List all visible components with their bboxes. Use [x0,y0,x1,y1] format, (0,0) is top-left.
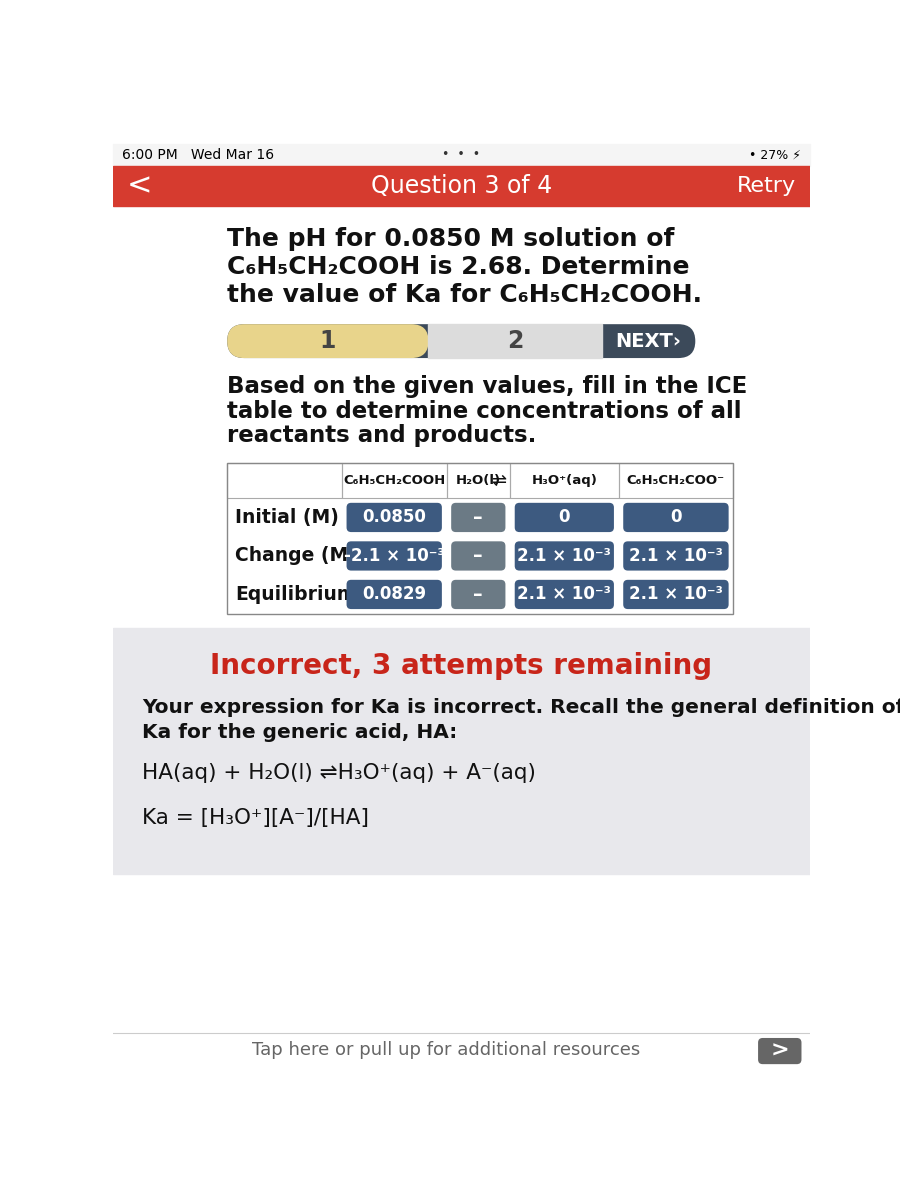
Bar [227,575,342,613]
Text: Tap here or pull up for additional resources: Tap here or pull up for additional resou… [252,1042,640,1060]
Text: table to determine concentrations of all: table to determine concentrations of all [227,400,742,422]
Bar [112,628,810,874]
Bar [618,463,734,498]
Text: the value of Ka for C₆H₅CH₂COOH.: the value of Ka for C₆H₅CH₂COOH. [227,282,702,306]
Text: Question 3 of 4: Question 3 of 4 [371,174,552,198]
Text: Change (M): Change (M) [235,546,356,565]
FancyBboxPatch shape [346,503,442,532]
FancyBboxPatch shape [451,503,506,532]
Bar [618,536,734,575]
Bar [227,498,342,536]
Text: 2.1 × 10⁻³: 2.1 × 10⁻³ [518,586,611,604]
FancyBboxPatch shape [346,580,442,610]
FancyBboxPatch shape [451,541,506,570]
FancyBboxPatch shape [227,324,696,358]
Bar [227,463,734,613]
Text: 0.0850: 0.0850 [363,509,427,527]
FancyBboxPatch shape [623,580,729,610]
Text: Incorrect, 3 attempts remaining: Incorrect, 3 attempts remaining [211,653,712,680]
FancyBboxPatch shape [623,503,729,532]
Bar [510,536,618,575]
Bar [342,498,446,536]
Text: reactants and products.: reactants and products. [227,425,536,448]
Bar [446,463,510,498]
FancyBboxPatch shape [451,580,506,610]
Text: Retry: Retry [737,175,796,196]
Text: ⇌: ⇌ [491,472,506,490]
Text: 0: 0 [670,509,681,527]
Text: The pH for 0.0850 M solution of: The pH for 0.0850 M solution of [227,227,675,251]
Bar [510,575,618,613]
Bar [112,144,810,166]
FancyBboxPatch shape [515,503,614,532]
Bar [446,498,510,536]
Bar [618,498,734,536]
Text: H₂O(l): H₂O(l) [455,474,501,487]
Text: •  •  •: • • • [442,149,481,161]
FancyBboxPatch shape [515,580,614,610]
Text: Equilibrium: Equilibrium [235,584,356,604]
Text: >: > [770,1042,789,1061]
Bar [227,463,734,613]
Bar [112,874,810,1068]
Bar [342,463,446,498]
Text: C₆H₅CH₂COOH: C₆H₅CH₂COOH [343,474,446,487]
Text: 2.1 × 10⁻³: 2.1 × 10⁻³ [629,547,723,565]
Bar [227,463,734,498]
Text: NEXT›: NEXT› [616,331,681,350]
Bar [446,575,510,613]
Bar [510,498,618,536]
Text: 2.1 × 10⁻³: 2.1 × 10⁻³ [629,586,723,604]
Text: 0.0829: 0.0829 [362,586,427,604]
Bar [510,463,618,498]
Text: 0: 0 [559,509,570,527]
Bar [342,536,446,575]
Text: –: – [473,508,483,527]
Text: 1: 1 [320,329,336,353]
Text: Initial (M): Initial (M) [235,508,338,527]
Bar [428,324,602,358]
FancyBboxPatch shape [515,541,614,570]
Text: –: – [473,584,483,604]
Text: 6:00 PM   Wed Mar 16: 6:00 PM Wed Mar 16 [122,148,274,162]
Text: C₆H₅CH₂COOH is 2.68. Determine: C₆H₅CH₂COOH is 2.68. Determine [227,254,689,278]
FancyBboxPatch shape [758,1038,802,1064]
Text: Ka = [H₃O⁺][A⁻]/[HA]: Ka = [H₃O⁺][A⁻]/[HA] [142,808,369,828]
Bar [618,575,734,613]
FancyBboxPatch shape [227,324,428,358]
Text: H₃O⁺(aq): H₃O⁺(aq) [531,474,598,487]
Bar [112,166,810,205]
FancyBboxPatch shape [346,541,442,570]
Text: Based on the given values, fill in the ICE: Based on the given values, fill in the I… [227,374,747,398]
Text: C₆H₅CH₂COO⁻: C₆H₅CH₂COO⁻ [627,474,725,487]
Bar [446,536,510,575]
Text: <: < [126,172,152,200]
Bar [112,1033,810,1068]
Text: -2.1 × 10⁻³: -2.1 × 10⁻³ [344,547,445,565]
FancyBboxPatch shape [623,541,729,570]
Bar [227,536,342,575]
Text: Ka for the generic acid, HA:: Ka for the generic acid, HA: [142,724,457,742]
Text: 2.1 × 10⁻³: 2.1 × 10⁻³ [518,547,611,565]
Text: 2: 2 [507,329,523,353]
Text: –: – [473,546,483,565]
Text: HA(aq) + H₂O(l) ⇌H₃O⁺(aq) + A⁻(aq): HA(aq) + H₂O(l) ⇌H₃O⁺(aq) + A⁻(aq) [142,763,536,784]
Bar [227,463,342,498]
Bar [342,575,446,613]
Text: Your expression for Ka is incorrect. Recall the general definition of: Your expression for Ka is incorrect. Rec… [142,698,900,718]
Text: • 27% ⚡: • 27% ⚡ [749,149,801,161]
